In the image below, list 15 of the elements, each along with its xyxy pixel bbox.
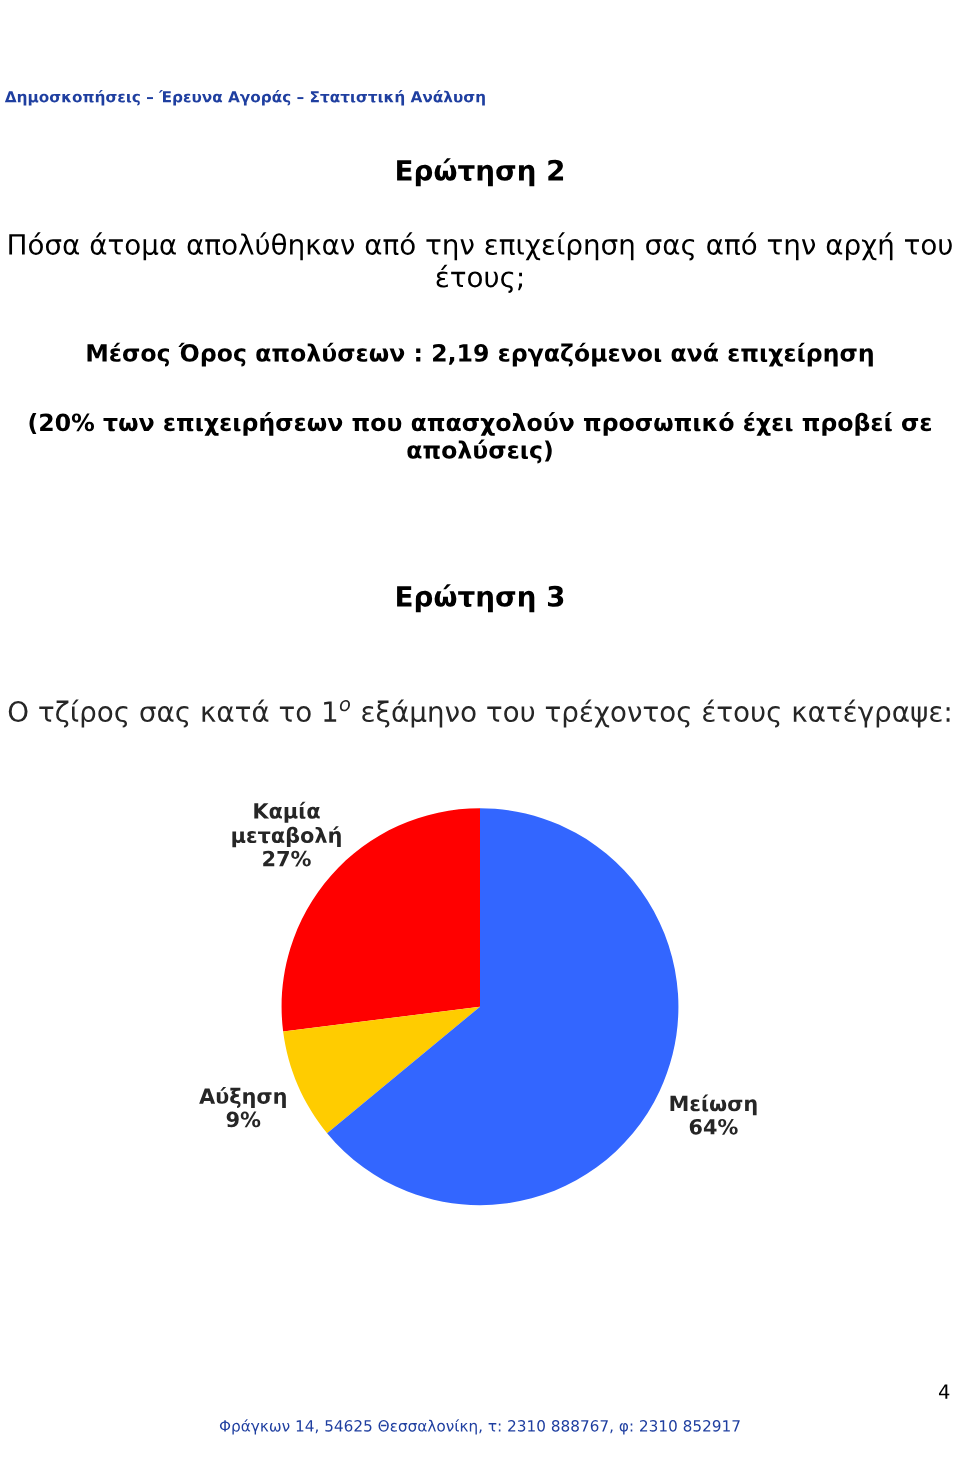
text: Ερώτηση 2: [397, 158, 564, 187]
data-label: 27%: [263, 850, 311, 867]
data-label: 9%: [226, 1111, 261, 1128]
text: Δημοσκοπήσεις – Έρευνα Αγοράς – Στατιστική Ανάλυση: [4, 90, 485, 106]
slice-label: Μείωση: [670, 1094, 757, 1116]
data-label: 64%: [689, 1118, 738, 1135]
text: Φράγκων 14, 54625 Θεσσαλονίκη, τ: 2310 888767, φ: 2310 852917: [219, 1419, 740, 1435]
text: Μέσος Όρος απολύσεων : 2,19 εργαζόμενοι ανά επιχείρηση: [87, 342, 873, 367]
slice-label: Αύξηση: [199, 1086, 286, 1108]
text: 4: [938, 1384, 950, 1399]
chart-title: Ο τζίρος σας κατά το 1$^{ο}$ εξάμηνο του τρέχοντος έτους κατέγραψε:: [8, 699, 950, 728]
slice-label: Καμία μεταβολή: [232, 801, 341, 848]
text: Ερώτηση 3: [397, 584, 564, 613]
text: (20% των επιχειρήσεων που απασχολούν προσωπικό έχει προβεί σε απολύσεις): [29, 412, 932, 464]
text: Πόσα άτομα απολύθηκαν από την επιχείρηση σας από την αρχή του έτους;: [9, 232, 952, 293]
